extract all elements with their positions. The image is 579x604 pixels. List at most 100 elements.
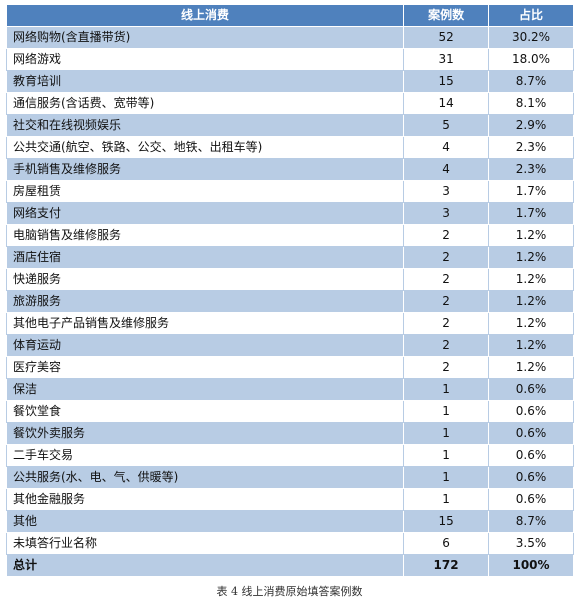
online-consumption-table: 线上消费 案例数 占比 网络购物(含直播带货) 52 30.2% 网络游戏 31 18.0… [5, 4, 574, 577]
table-row: 其他电子产品销售及维修服务 2 1.2% [5, 312, 574, 335]
cell-category: 社交和在线视频娱乐 [5, 114, 405, 137]
cell-share: 8.7% [488, 510, 574, 533]
cell-count: 1 [403, 378, 490, 401]
cell-category: 二手车交易 [5, 444, 405, 467]
cell-share: 1.2% [488, 224, 574, 247]
cell-count: 5 [403, 114, 490, 137]
table-row: 公共服务(水、电、气、供暖等) 1 0.6% [5, 466, 574, 489]
cell-share: 2.3% [488, 136, 574, 159]
cell-count: 2 [403, 334, 490, 357]
table-body: 网络购物(含直播带货) 52 30.2% 网络游戏 31 18.0% 教育培训 15 8.7% 通… [5, 26, 574, 577]
table-row: 快递服务 2 1.2% [5, 268, 574, 291]
cell-count: 1 [403, 400, 490, 423]
table-row: 网络支付 3 1.7% [5, 202, 574, 225]
cell-category: 房屋租赁 [5, 180, 405, 203]
table-row: 社交和在线视频娱乐 5 2.9% [5, 114, 574, 137]
cell-share: 0.6% [488, 422, 574, 445]
table-row: 未填答行业名称 6 3.5% [5, 532, 574, 555]
cell-share: 1.7% [488, 180, 574, 203]
cell-category: 保洁 [5, 378, 405, 401]
cell-category: 其他电子产品销售及维修服务 [5, 312, 405, 335]
cell-count: 2 [403, 268, 490, 291]
table-row: 医疗美容 2 1.2% [5, 356, 574, 379]
total-label: 总计 [5, 554, 405, 577]
cell-category: 其他金融服务 [5, 488, 405, 511]
cell-share: 1.2% [488, 356, 574, 379]
table-row: 电脑销售及维修服务 2 1.2% [5, 224, 574, 247]
cell-category: 酒店住宿 [5, 246, 405, 269]
cell-count: 2 [403, 356, 490, 379]
cell-share: 2.9% [488, 114, 574, 137]
cell-category: 公共交通(航空、铁路、公交、地铁、出租车等) [5, 136, 405, 159]
table-row: 房屋租赁 3 1.7% [5, 180, 574, 203]
cell-count: 4 [403, 136, 490, 159]
cell-count: 15 [403, 510, 490, 533]
table-caption: 表 4 线上消费原始填答案例数 [216, 585, 363, 598]
cell-share: 1.2% [488, 246, 574, 269]
cell-count: 2 [403, 246, 490, 269]
cell-count: 1 [403, 466, 490, 489]
cell-share: 2.3% [488, 158, 574, 181]
total-share: 100% [488, 554, 574, 577]
cell-share: 1.2% [488, 312, 574, 335]
cell-category: 电脑销售及维修服务 [5, 224, 405, 247]
cell-share: 0.6% [488, 488, 574, 511]
cell-count: 2 [403, 312, 490, 335]
cell-category: 医疗美容 [5, 356, 405, 379]
cell-share: 1.2% [488, 290, 574, 313]
cell-share: 0.6% [488, 378, 574, 401]
cell-category: 教育培训 [5, 70, 405, 93]
table-total-row: 总计 172 100% [5, 554, 574, 577]
cell-category: 网络购物(含直播带货) [5, 26, 405, 49]
cell-count: 3 [403, 180, 490, 203]
cell-count: 1 [403, 422, 490, 445]
table-row: 教育培训 15 8.7% [5, 70, 574, 93]
table-row: 网络游戏 31 18.0% [5, 48, 574, 71]
table-row: 其他金融服务 1 0.6% [5, 488, 574, 511]
cell-category: 其他 [5, 510, 405, 533]
cell-category: 手机销售及维修服务 [5, 158, 405, 181]
cell-count: 14 [403, 92, 490, 115]
cell-count: 1 [403, 444, 490, 467]
table-row: 公共交通(航空、铁路、公交、地铁、出租车等) 4 2.3% [5, 136, 574, 159]
table-row: 餐饮外卖服务 1 0.6% [5, 422, 574, 445]
header-count: 案例数 [403, 4, 490, 27]
table-row: 餐饮堂食 1 0.6% [5, 400, 574, 423]
cell-share: 0.6% [488, 400, 574, 423]
cell-category: 通信服务(含话费、宽带等) [5, 92, 405, 115]
cell-share: 8.7% [488, 70, 574, 93]
cell-count: 2 [403, 224, 490, 247]
cell-category: 公共服务(水、电、气、供暖等) [5, 466, 405, 489]
table-row: 旅游服务 2 1.2% [5, 290, 574, 313]
cell-share: 3.5% [488, 532, 574, 555]
cell-share: 1.7% [488, 202, 574, 225]
table-row: 酒店住宿 2 1.2% [5, 246, 574, 269]
cell-count: 2 [403, 290, 490, 313]
table-row: 手机销售及维修服务 4 2.3% [5, 158, 574, 181]
cell-category: 未填答行业名称 [5, 532, 405, 555]
table-header-row: 线上消费 案例数 占比 [5, 4, 574, 27]
cell-share: 1.2% [488, 268, 574, 291]
table-row: 保洁 1 0.6% [5, 378, 574, 401]
cell-share: 18.0% [488, 48, 574, 71]
cell-share: 0.6% [488, 466, 574, 489]
table-row: 其他 15 8.7% [5, 510, 574, 533]
table-row: 通信服务(含话费、宽带等) 14 8.1% [5, 92, 574, 115]
cell-category: 旅游服务 [5, 290, 405, 313]
cell-share: 30.2% [488, 26, 574, 49]
header-share: 占比 [488, 4, 574, 27]
header-category: 线上消费 [5, 4, 405, 27]
cell-count: 52 [403, 26, 490, 49]
cell-category: 网络支付 [5, 202, 405, 225]
cell-category: 餐饮外卖服务 [5, 422, 405, 445]
cell-count: 6 [403, 532, 490, 555]
table-row: 体育运动 2 1.2% [5, 334, 574, 357]
table-row: 网络购物(含直播带货) 52 30.2% [5, 26, 574, 49]
cell-count: 1 [403, 488, 490, 511]
cell-share: 1.2% [488, 334, 574, 357]
table-row: 二手车交易 1 0.6% [5, 444, 574, 467]
cell-count: 15 [403, 70, 490, 93]
total-count: 172 [403, 554, 490, 577]
cell-category: 体育运动 [5, 334, 405, 357]
cell-count: 3 [403, 202, 490, 225]
